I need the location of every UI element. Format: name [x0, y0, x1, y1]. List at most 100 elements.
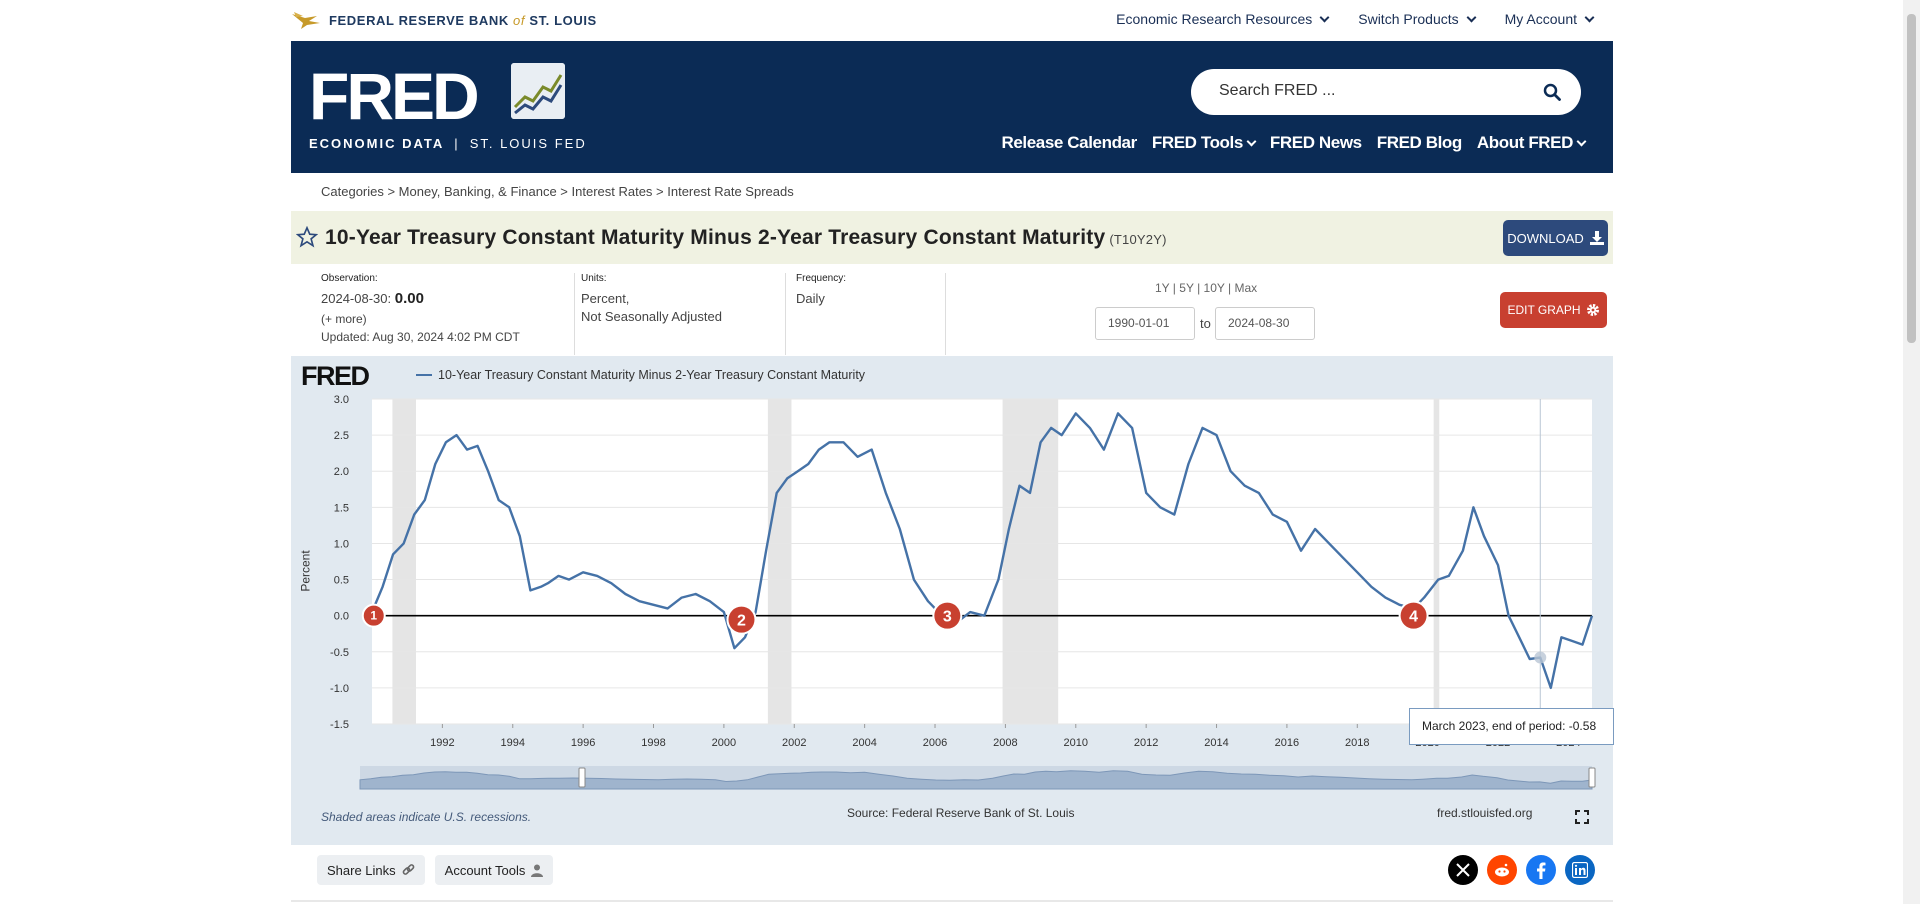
units-info: Units: Percent, Not Seasonally Adjusted	[581, 273, 722, 326]
linkedin-logo-icon	[1572, 862, 1588, 878]
y-tick-label: 0.5	[334, 575, 349, 587]
nav-fred-tools[interactable]: FRED Tools	[1152, 133, 1257, 153]
nav-fred-blog[interactable]: FRED Blog	[1376, 133, 1463, 152]
chart-tooltip: March 2023, end of period: -0.58	[1409, 708, 1614, 745]
utility-nav: Economic Research Resources Switch Produ…	[1116, 11, 1595, 27]
x-tick-label: 2016	[1275, 737, 1299, 749]
nav-about-fred[interactable]: About FRED	[1477, 133, 1587, 153]
series-id: (T10Y2Y)	[1109, 232, 1167, 247]
edit-graph-button[interactable]: EDIT GRAPH	[1500, 292, 1607, 328]
frequency-info: Frequency: Daily	[796, 273, 846, 308]
eagle-icon	[292, 12, 320, 29]
annotation-marker-circle	[726, 604, 757, 635]
navigator-handle	[578, 767, 586, 788]
recession-note: Shaded areas indicate U.S. recessions.	[321, 810, 532, 824]
annotation-marker-circle	[932, 600, 963, 631]
annotation-marker-circle	[1398, 600, 1429, 631]
x-share-icon[interactable]	[1448, 855, 1478, 885]
annotation-marker-label: 1	[370, 609, 377, 623]
x-tick-label: 2004	[852, 737, 876, 749]
linkedin-share-icon[interactable]	[1565, 855, 1595, 885]
recession-band	[1433, 399, 1440, 724]
hover-point	[1534, 651, 1547, 664]
economic-research-resources-menu[interactable]: Economic Research Resources	[1116, 11, 1330, 27]
fred-logo[interactable]: FRED	[309, 63, 565, 129]
my-account-menu[interactable]: My Account	[1505, 11, 1595, 27]
series-title-bar: 10-Year Treasury Constant Maturity Minus…	[291, 211, 1613, 264]
observation-info: Observation: 2024-08-30: 0.00 (+ more) U…	[321, 273, 520, 344]
download-button[interactable]: DOWNLOAD	[1503, 220, 1608, 256]
navigator-handle	[1588, 767, 1596, 788]
fred-tagline: ECONOMIC DATA | ST. LOUIS FED	[309, 136, 587, 151]
observation-label: Observation:	[321, 273, 378, 284]
y-tick-label: 1.5	[334, 502, 349, 514]
x-tick-label: 2012	[1134, 737, 1158, 749]
chevron-down-icon	[1466, 12, 1477, 22]
end-date-input[interactable]: 2024-08-30	[1215, 307, 1315, 340]
x-tick-label: 2006	[923, 737, 947, 749]
x-tick-label: 2010	[1064, 737, 1088, 749]
updated-label: Updated:	[321, 330, 370, 344]
updated-value: Aug 30, 2024 4:02 PM CDT	[372, 330, 520, 344]
recession-band	[767, 399, 792, 724]
observation-value: 0.00	[394, 290, 424, 307]
star-icon[interactable]	[296, 226, 318, 248]
x-tick-label: 2000	[712, 737, 736, 749]
range-max[interactable]: Max	[1234, 281, 1258, 295]
frequency-value: Daily	[796, 291, 825, 306]
y-tick-label: 2.5	[334, 430, 349, 442]
x-logo-icon	[1456, 863, 1470, 877]
search-input[interactable]	[1219, 82, 1519, 100]
legend-label: 10-Year Treasury Constant Maturity Minus…	[438, 368, 866, 382]
user-icon	[531, 864, 544, 877]
fullscreen-icon[interactable]	[1575, 810, 1589, 824]
annotation-marker: 3	[932, 600, 963, 631]
y-axis-label: Percent	[298, 550, 313, 592]
recession-band	[1002, 399, 1059, 724]
divider	[574, 273, 575, 355]
annotation-marker: 2	[726, 604, 757, 635]
chevron-down-icon	[1319, 12, 1330, 22]
stl-fed-logo[interactable]: FEDERAL RESERVE BANK of ST. LOUIS	[291, 10, 597, 30]
nav-release-calendar[interactable]: Release Calendar	[1001, 133, 1137, 152]
search-icon[interactable]	[1543, 83, 1561, 101]
divider	[785, 273, 786, 355]
x-tick-label: 1996	[571, 737, 595, 749]
range-5y[interactable]: 5Y	[1179, 281, 1194, 295]
breadcrumb[interactable]: Categories > Money, Banking, & Finance >…	[321, 184, 794, 199]
reddit-share-icon[interactable]	[1487, 855, 1517, 885]
site-url[interactable]: fred.stlouisfed.org	[1437, 806, 1533, 820]
chevron-down-icon	[1576, 136, 1587, 146]
page-scrollbar[interactable]	[1903, 0, 1920, 904]
account-tools-button[interactable]: Account Tools	[434, 855, 554, 885]
y-tick-label: 2.0	[334, 466, 349, 478]
range-1y[interactable]: 1Y	[1155, 281, 1170, 295]
navigator-area	[359, 770, 1593, 790]
x-tick-label: 2002	[782, 737, 806, 749]
start-date-input[interactable]: 1990-01-01	[1095, 307, 1195, 340]
x-tick-label: 1992	[430, 737, 454, 749]
annotation-marker: 4	[1398, 600, 1429, 631]
plot-area	[372, 399, 1592, 724]
annotation-marker-label: 4	[1409, 609, 1418, 626]
line-chart[interactable]: 3.0 2.5 2.0 1.5 1.0 0.5 0.0 -0.5 -1.0 -1.5 1992 199…	[291, 356, 1613, 845]
switch-products-menu[interactable]: Switch Products	[1358, 11, 1477, 27]
range-10y[interactable]: 10Y	[1203, 281, 1225, 295]
graph-tools: Share Links Account Tools	[317, 855, 554, 885]
reddit-logo-icon	[1495, 863, 1509, 877]
y-tick-label: 3.0	[334, 394, 349, 406]
graph-panel: 3.0 2.5 2.0 1.5 1.0 0.5 0.0 -0.5 -1.0 -1.5 1992 199…	[291, 356, 1614, 845]
x-tick-label: 2008	[993, 737, 1017, 749]
more-observations-link[interactable]: (+ more)	[321, 312, 367, 326]
recession-band	[392, 399, 416, 724]
facebook-logo-icon	[1537, 862, 1546, 879]
stl-fed-name: FEDERAL RESERVE BANK of ST. LOUIS	[329, 12, 597, 28]
nav-fred-news[interactable]: FRED News	[1269, 133, 1362, 152]
annotation-marker-label: 3	[943, 609, 952, 626]
scrollbar-thumb[interactable]	[1907, 14, 1916, 343]
legend-swatch	[416, 374, 432, 376]
share-links-button[interactable]: Share Links	[317, 855, 425, 885]
facebook-share-icon[interactable]	[1526, 855, 1556, 885]
date-to-label: to	[1200, 316, 1211, 331]
